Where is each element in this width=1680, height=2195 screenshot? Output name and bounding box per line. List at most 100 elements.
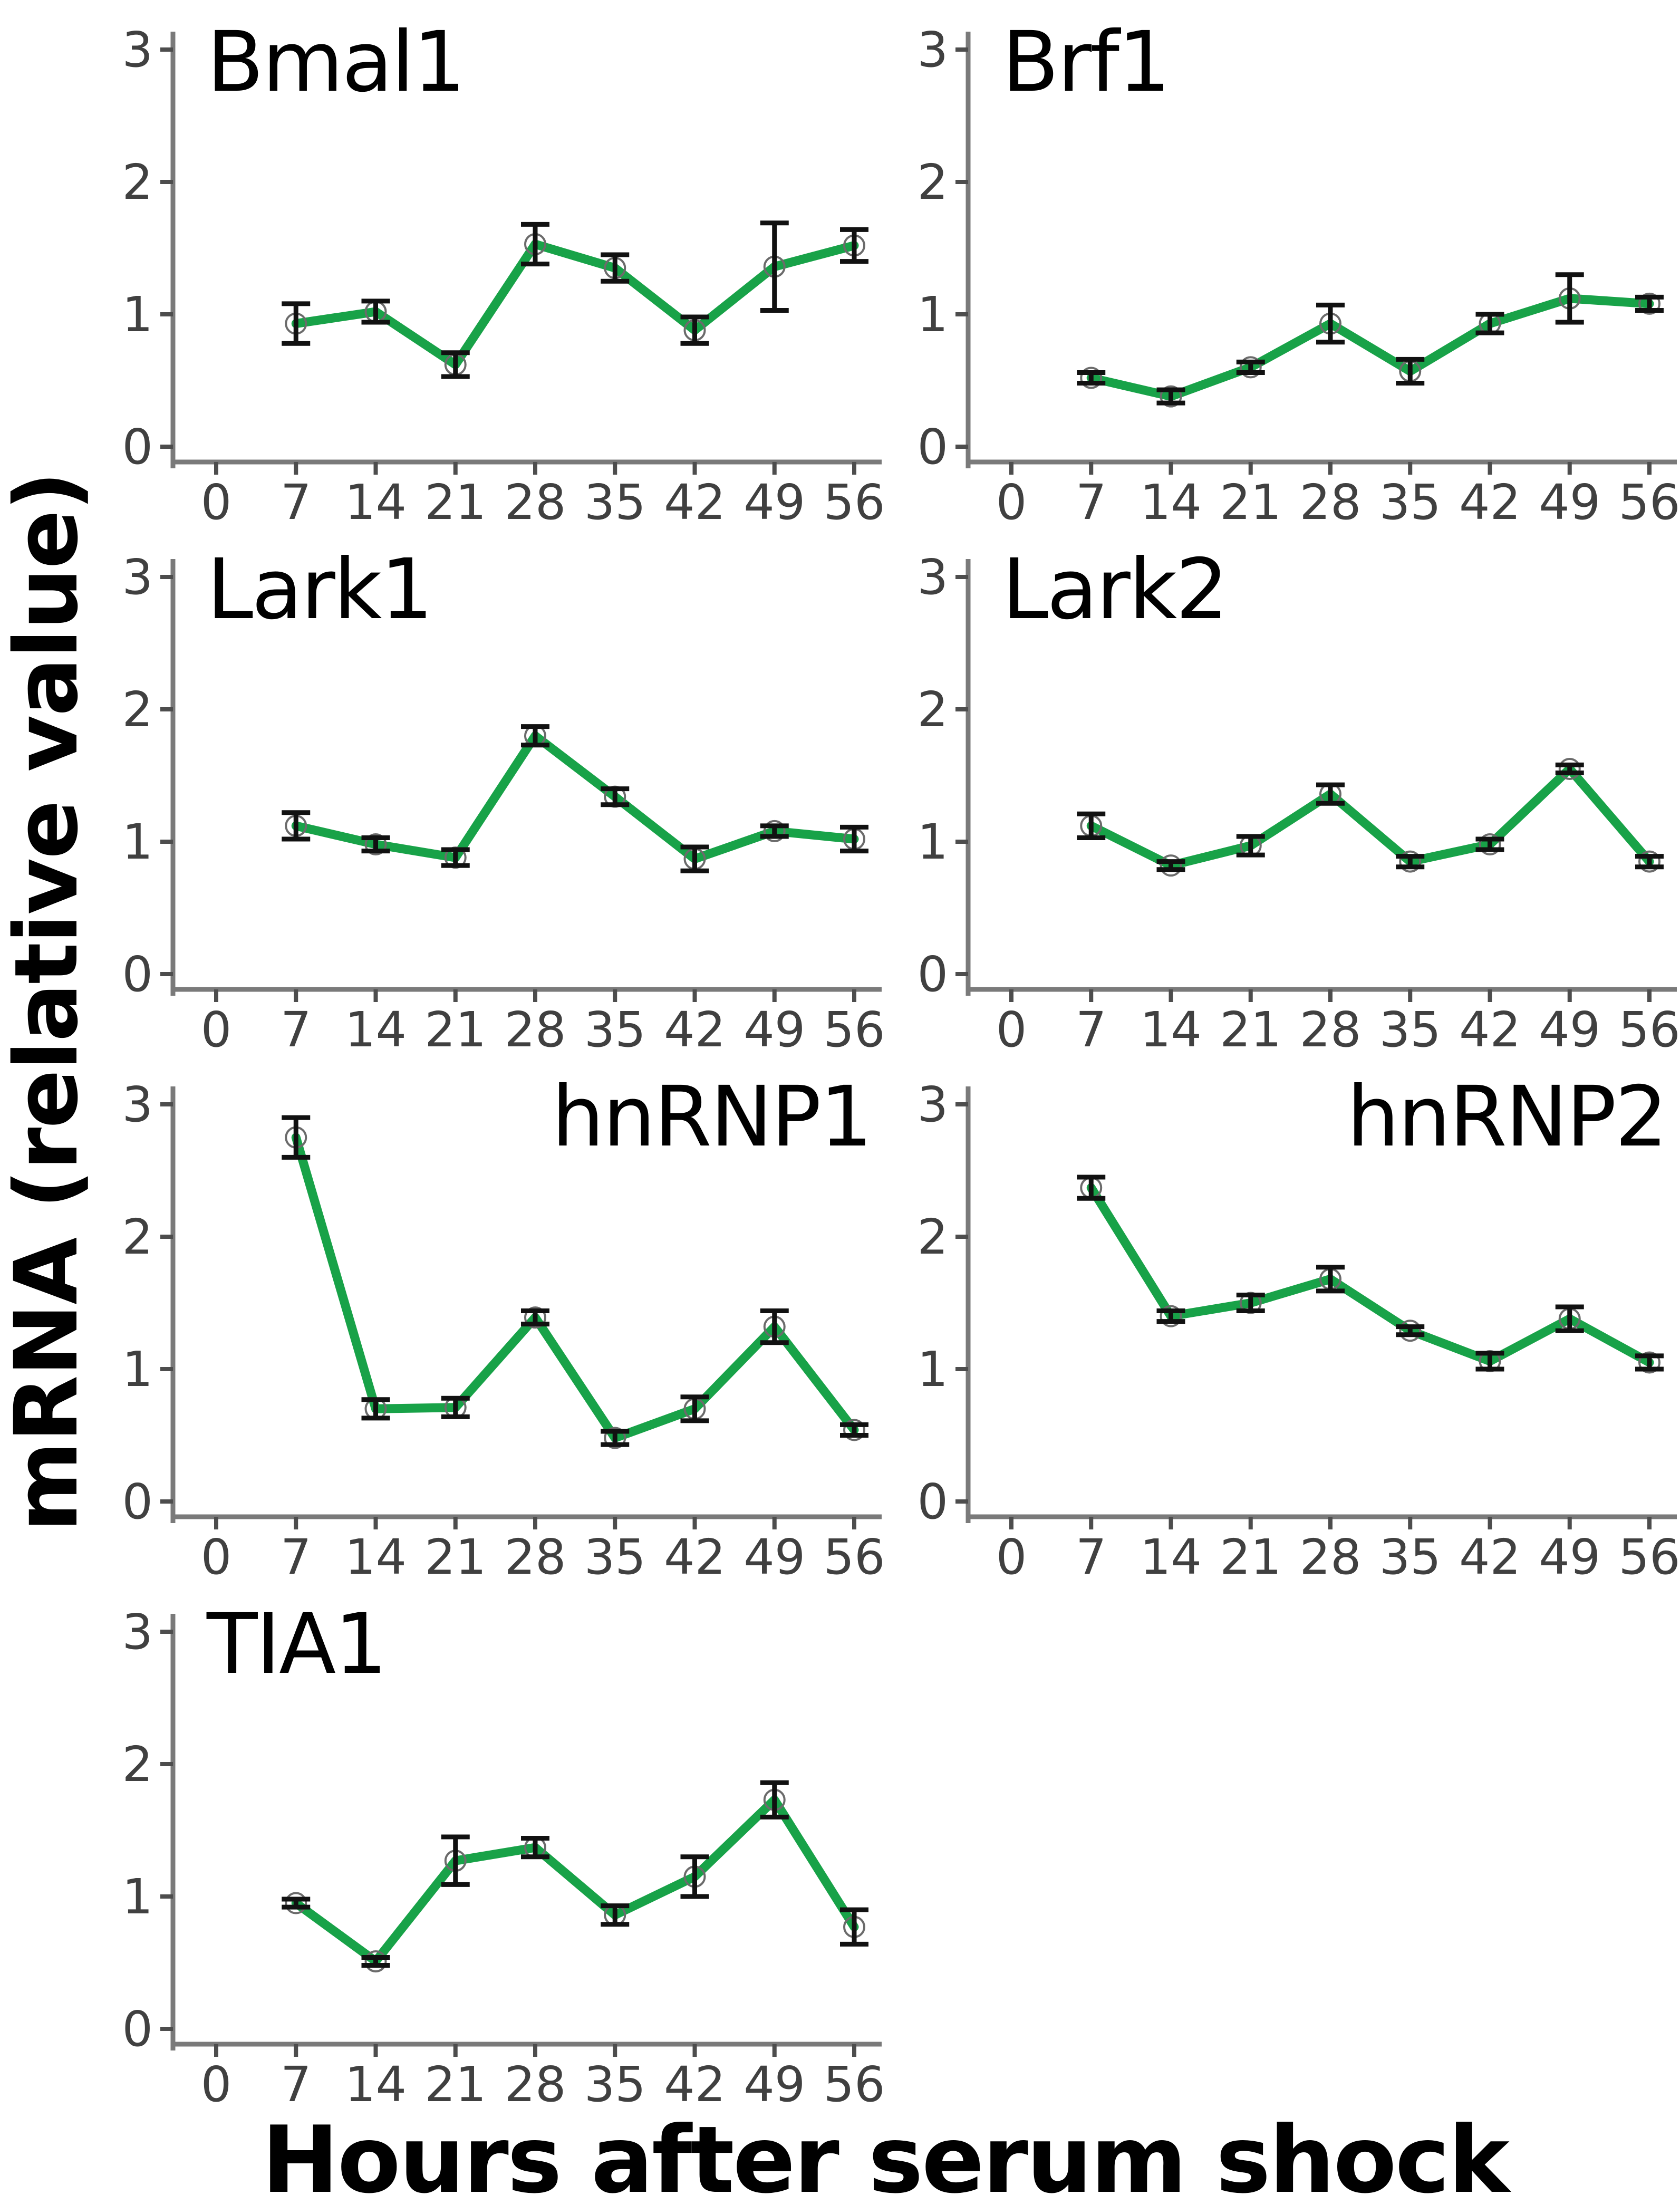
data-point-marker [1399,850,1422,873]
y-tick-label: 2 [122,681,153,738]
x-tick-label: 56 [1618,1529,1680,1582]
y-tick-label: 2 [122,154,153,210]
data-point-marker [1479,833,1501,856]
x-tick-label: 56 [823,474,885,527]
data-point-marker [364,1950,387,1972]
x-tick-label: 14 [345,1529,407,1582]
y-axis: 0 1 2 3 [122,1604,176,2057]
x-tick-label: 7 [281,1002,312,1055]
data-point-marker [1638,850,1660,873]
x-tick-label: 56 [823,1529,885,1582]
y-tick-label: 3 [917,1076,948,1133]
panel-title: Lark1 [207,541,432,638]
x-tick-label: 28 [504,2056,566,2110]
x-tick-label: 7 [1076,1529,1107,1582]
x-tick-label: 7 [281,474,312,527]
error-bars [282,220,868,379]
y-tick-label: 3 [122,549,153,605]
y-tick-label: 2 [917,681,948,738]
error-bars [1077,1174,1664,1372]
panel-title: Bmal1 [207,14,465,111]
y-tick-label: 3 [122,22,153,78]
x-tick-label: 49 [1539,1002,1600,1055]
panel-cell-lark2: 0 1 2 3 0 7 14 21 28 35 42 49 56 Lark2 [885,527,1680,1058]
x-tick-label: 0 [201,2056,232,2110]
data-point-marker [1638,1351,1660,1374]
x-axis: 0 7 14 21 28 35 42 49 56 [173,2042,885,2113]
y-tick-label: 0 [917,419,948,475]
x-tick-label: 35 [584,474,646,527]
panel-cell-hnrnp2: 0 1 2 3 0 7 14 21 28 35 42 49 56 hnRNP2 [885,1055,1680,1585]
x-tick-label: 21 [424,2056,486,2110]
data-point-marker [524,1306,546,1329]
x-tick-label: 21 [424,1002,486,1055]
x-axis: 0 7 14 21 28 35 42 49 56 [173,1514,885,1585]
x-axis: 0 7 14 21 28 35 42 49 56 [173,459,885,531]
y-tick-label: 1 [917,286,948,343]
x-axis-label: Hours after serum shock [262,2107,1510,2195]
x-tick-label: 35 [584,1529,646,1582]
y-tick-label: 0 [122,1474,153,1530]
x-tick-label: 35 [584,2056,646,2110]
x-tick-label: 7 [1076,474,1107,527]
y-axis: 0 1 2 3 [917,1076,971,1530]
y-tick-label: 0 [917,1474,948,1530]
panel-cell-lark1: 0 1 2 3 0 7 14 21 28 35 42 49 56 Lark1 [90,527,885,1058]
x-tick-label: 49 [744,474,805,527]
x-tick-label: 21 [424,1529,486,1582]
y-axis: 0 1 2 3 [917,22,971,475]
data-point-marker [1160,854,1182,877]
y-tick-label: 0 [917,946,948,1003]
y-tick-label: 1 [122,1341,153,1398]
panels-grid: 0 1 2 3 0 7 14 21 28 35 42 49 56 Bmal1 0 1 2 3 0 7 14 21 28 35 4… [90,0,1680,2113]
x-tick-label: 49 [744,2056,805,2110]
x-tick-label: 35 [1379,1002,1441,1055]
x-tick-label: 21 [1220,1002,1281,1055]
y-tick-label: 3 [122,1604,153,1660]
data-point-marker [763,820,786,842]
y-tick-label: 2 [917,1209,948,1265]
y-tick-label: 3 [122,1076,153,1133]
error-bars [282,724,868,873]
data-line [291,1133,859,1443]
x-tick-label: 42 [1459,1529,1521,1582]
x-tick-label: 28 [1299,474,1361,527]
x-tick-label: 56 [823,1002,885,1055]
data-line [1086,764,1654,870]
y-tick-label: 2 [122,1736,153,1793]
x-tick-label: 0 [996,1002,1027,1055]
panel-title: hnRNP1 [552,1068,871,1166]
x-tick-label: 0 [996,474,1027,527]
data-point-marker [1399,1320,1422,1342]
x-tick-label: 28 [504,1529,566,1582]
x-tick-label: 28 [1299,1529,1361,1582]
y-tick-label: 2 [917,154,948,210]
x-tick-label: 35 [1379,1529,1441,1582]
data-point-marker [843,1419,865,1441]
error-bars [1077,272,1664,406]
data-point-marker [604,1427,626,1449]
x-tick-label: 49 [1539,1529,1600,1582]
x-tick-label: 14 [1140,1529,1202,1582]
y-axis-label: mRNA (relative value) [0,472,97,1532]
y-tick-label: 3 [917,549,948,605]
data-point-marker [1558,757,1581,780]
y-axis: 0 1 2 3 [122,22,176,475]
x-tick-label: 21 [1220,1529,1281,1582]
y-tick-label: 1 [122,814,153,870]
y-axis: 0 1 2 3 [917,549,971,1003]
x-tick-label: 42 [664,1529,726,1582]
y-axis: 0 1 2 3 [122,1076,176,1530]
x-tick-label: 28 [504,1002,566,1055]
x-axis: 0 7 14 21 28 35 42 49 56 [968,987,1680,1058]
x-tick-label: 21 [424,474,486,527]
y-tick-label: 2 [122,1209,153,1265]
y-tick-label: 0 [122,946,153,1003]
x-tick-label: 42 [1459,474,1521,527]
x-tick-label: 0 [201,474,232,527]
x-tick-label: 0 [996,1529,1027,1582]
y-tick-label: 0 [122,2001,153,2057]
